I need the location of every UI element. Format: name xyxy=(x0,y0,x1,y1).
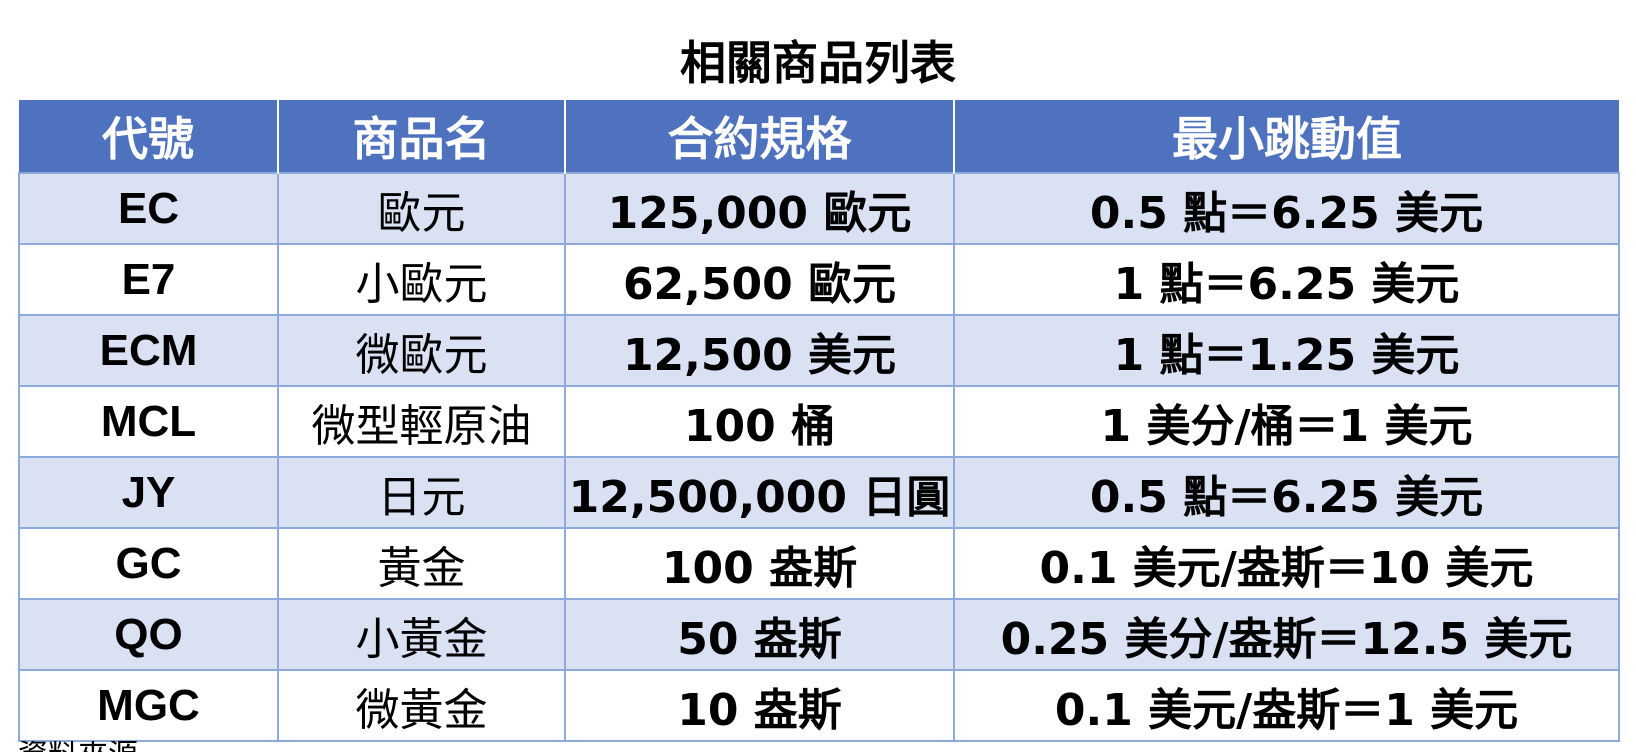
cell-code: MGC xyxy=(18,669,279,742)
cell-min-tick: 0.5 點＝6.25 美元 xyxy=(953,456,1620,529)
table-row: MGC 微黃金 10 盎斯 0.1 美元/盎斯＝1 美元 xyxy=(18,669,1620,742)
cell-contract-spec: 100 盎斯 xyxy=(564,527,955,600)
header-min-tick: 最小跳動值 xyxy=(954,100,1619,173)
cell-product-name: 微黃金 xyxy=(277,669,566,742)
cell-min-tick: 0.1 美元/盎斯＝10 美元 xyxy=(953,527,1620,600)
cell-min-tick: 1 點＝1.25 美元 xyxy=(953,314,1620,387)
table-row: GC 黃金 100 盎斯 0.1 美元/盎斯＝10 美元 xyxy=(18,527,1620,600)
table-header-row: 代號 商品名 合約規格 最小跳動值 xyxy=(19,100,1619,173)
cell-contract-spec: 62,500 歐元 xyxy=(564,243,955,316)
cell-product-name: 小黃金 xyxy=(277,598,566,671)
table-row: MCL 微型輕原油 100 桶 1 美分/桶＝1 美元 xyxy=(18,385,1620,458)
page-title: 相關商品列表 xyxy=(680,36,956,90)
header-product-name: 商品名 xyxy=(278,100,566,173)
cell-contract-spec: 12,500 美元 xyxy=(564,314,955,387)
cell-contract-spec: 12,500,000 日圓 xyxy=(564,456,955,529)
footnote-text: 資料來源 xyxy=(18,741,138,752)
cell-code: EC xyxy=(18,172,279,245)
cell-product-name: 微型輕原油 xyxy=(277,385,566,458)
cell-min-tick: 0.5 點＝6.25 美元 xyxy=(953,172,1620,245)
cell-code: GC xyxy=(18,527,279,600)
table-row: EC 歐元 125,000 歐元 0.5 點＝6.25 美元 xyxy=(18,172,1620,245)
cell-code: E7 xyxy=(18,243,279,316)
cell-contract-spec: 10 盎斯 xyxy=(564,669,955,742)
table-row: E7 小歐元 62,500 歐元 1 點＝6.25 美元 xyxy=(18,243,1620,316)
cell-product-name: 日元 xyxy=(277,456,566,529)
table-row: JY 日元 12,500,000 日圓 0.5 點＝6.25 美元 xyxy=(18,456,1620,529)
cell-product-name: 黃金 xyxy=(277,527,566,600)
cell-contract-spec: 50 盎斯 xyxy=(564,598,955,671)
cell-min-tick: 0.25 美分/盎斯＝12.5 美元 xyxy=(953,598,1620,671)
cell-contract-spec: 100 桶 xyxy=(564,385,955,458)
cell-min-tick: 1 美分/桶＝1 美元 xyxy=(953,385,1620,458)
cell-contract-spec: 125,000 歐元 xyxy=(564,172,955,245)
cell-min-tick: 0.1 美元/盎斯＝1 美元 xyxy=(953,669,1620,742)
cell-code: MCL xyxy=(18,385,279,458)
cell-min-tick: 1 點＝6.25 美元 xyxy=(953,243,1620,316)
cell-code: QO xyxy=(18,598,279,671)
header-code: 代號 xyxy=(19,100,279,173)
table-row: QO 小黃金 50 盎斯 0.25 美分/盎斯＝12.5 美元 xyxy=(18,598,1620,671)
cell-code: JY xyxy=(18,456,279,529)
product-table: 代號 商品名 合約規格 最小跳動值 EC 歐元 125,000 歐元 0.5 點… xyxy=(18,100,1620,742)
cell-product-name: 小歐元 xyxy=(277,243,566,316)
cell-product-name: 歐元 xyxy=(277,172,566,245)
header-contract-spec: 合約規格 xyxy=(565,100,955,173)
cell-code: ECM xyxy=(18,314,279,387)
cell-product-name: 微歐元 xyxy=(277,314,566,387)
table-row: ECM 微歐元 12,500 美元 1 點＝1.25 美元 xyxy=(18,314,1620,387)
